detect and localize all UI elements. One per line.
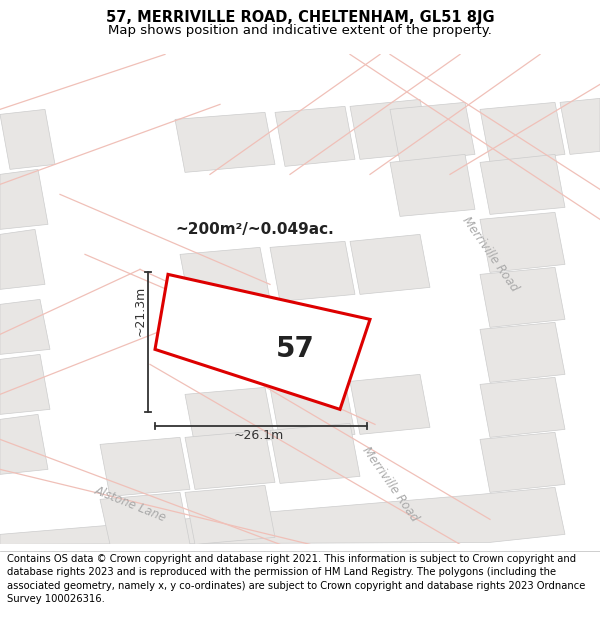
Polygon shape — [270, 423, 360, 483]
Polygon shape — [480, 102, 565, 162]
Polygon shape — [0, 488, 565, 544]
Text: Map shows position and indicative extent of the property.: Map shows position and indicative extent… — [108, 24, 492, 37]
Text: Merriville Road: Merriville Road — [359, 444, 421, 524]
Polygon shape — [350, 99, 430, 159]
Polygon shape — [0, 169, 48, 229]
Polygon shape — [480, 154, 565, 214]
Text: 57, MERRIVILLE ROAD, CHELTENHAM, GL51 8JG: 57, MERRIVILLE ROAD, CHELTENHAM, GL51 8J… — [106, 11, 494, 26]
Polygon shape — [0, 229, 45, 289]
Polygon shape — [0, 414, 48, 474]
Text: Alstone Lane: Alstone Lane — [92, 484, 168, 524]
Text: ~26.1m: ~26.1m — [234, 429, 284, 442]
Polygon shape — [0, 109, 55, 169]
Text: 57: 57 — [275, 336, 314, 363]
Polygon shape — [100, 492, 190, 544]
Polygon shape — [185, 486, 275, 544]
Polygon shape — [180, 248, 270, 306]
Polygon shape — [185, 431, 275, 489]
Polygon shape — [155, 274, 370, 409]
Polygon shape — [390, 154, 475, 216]
Polygon shape — [560, 98, 600, 154]
Polygon shape — [480, 213, 565, 272]
Polygon shape — [480, 268, 565, 328]
Polygon shape — [480, 322, 565, 382]
Polygon shape — [270, 241, 355, 301]
Polygon shape — [0, 299, 50, 354]
Polygon shape — [390, 102, 475, 162]
Text: ~200m²/~0.049ac.: ~200m²/~0.049ac. — [175, 222, 334, 237]
Text: ~21.3m: ~21.3m — [133, 286, 146, 336]
Text: Merriville Road: Merriville Road — [460, 214, 521, 294]
Polygon shape — [350, 374, 430, 434]
Polygon shape — [0, 354, 50, 414]
Polygon shape — [480, 378, 565, 438]
Text: Contains OS data © Crown copyright and database right 2021. This information is : Contains OS data © Crown copyright and d… — [7, 554, 586, 604]
Polygon shape — [175, 112, 275, 173]
Polygon shape — [275, 106, 355, 166]
Polygon shape — [100, 438, 190, 496]
Polygon shape — [270, 381, 355, 441]
Polygon shape — [185, 388, 275, 446]
Polygon shape — [350, 234, 430, 294]
Polygon shape — [480, 432, 565, 492]
